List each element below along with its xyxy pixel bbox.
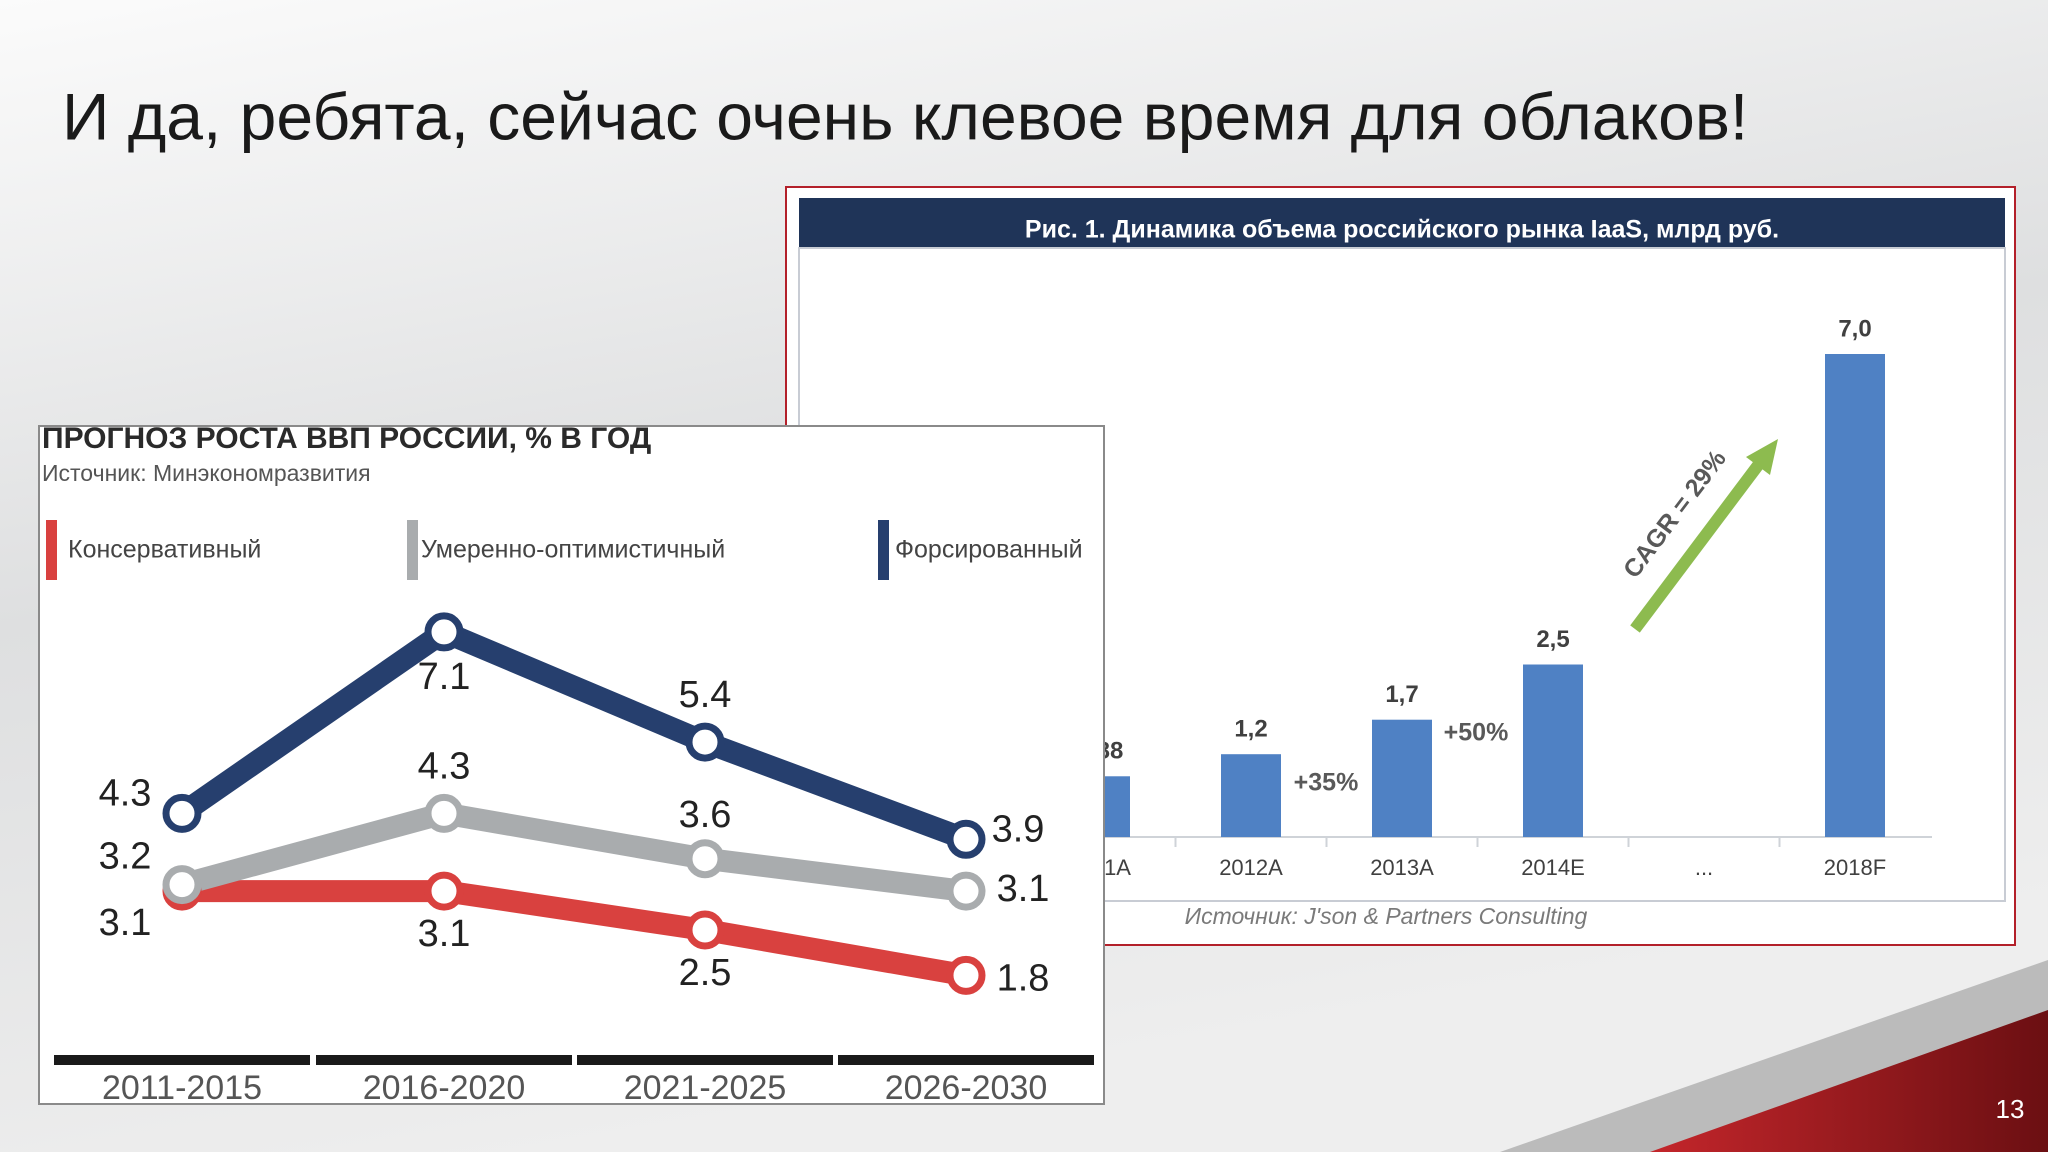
x-tick-label: 2012A	[1219, 855, 1283, 880]
data-label: 4.3	[99, 772, 152, 814]
data-label: 3.1	[99, 902, 152, 944]
bar	[1523, 664, 1583, 837]
series-line	[182, 880, 968, 987]
series-point	[162, 793, 202, 833]
line-panel	[38, 425, 1105, 1105]
x-tick-label: 2021-2025	[624, 1069, 787, 1107]
legend-swatch	[46, 520, 57, 580]
data-label: 4.3	[418, 745, 471, 787]
series-line	[175, 620, 970, 850]
category-bar	[838, 1055, 1094, 1065]
series-point	[162, 865, 202, 905]
series-point	[946, 955, 986, 995]
cagr-arrow	[1630, 456, 1767, 633]
bar	[1221, 754, 1281, 837]
series-point	[946, 819, 986, 859]
data-label: 3.1	[997, 868, 1050, 910]
data-label: 5.4	[679, 674, 732, 716]
series-point	[424, 793, 464, 833]
slide-title: И да, ребята, сейчас очень клевое время …	[62, 79, 1748, 153]
value-label: 7,0	[1838, 315, 1871, 342]
value-label: 1,7	[1385, 681, 1418, 708]
series-point	[946, 871, 986, 911]
x-tick-label: 2014E	[1521, 855, 1585, 880]
growth-label: +35%	[1294, 769, 1359, 797]
legend-swatch	[407, 520, 418, 580]
data-label: 3.2	[99, 836, 152, 878]
x-tick-label: 2011-2015	[102, 1069, 262, 1107]
data-label: 3.9	[992, 808, 1045, 850]
data-label: 3.6	[679, 794, 732, 836]
series-point	[424, 612, 464, 652]
x-tick-label: ...	[1695, 855, 1713, 880]
bar	[1825, 354, 1885, 837]
category-bar	[316, 1055, 572, 1065]
bar-title: Рис. 1. Динамика объема российского рынк…	[1025, 216, 1779, 244]
data-label: 3.1	[418, 913, 471, 955]
bar-header	[799, 198, 2005, 248]
series-line	[179, 802, 968, 903]
source: Источник: J'son & Partners Consulting	[1185, 903, 1588, 929]
data-label: 7.1	[418, 656, 471, 698]
series-point	[685, 910, 725, 950]
value-label: 1,2	[1234, 716, 1267, 743]
page-number: 13	[1996, 1094, 2025, 1124]
legend-label: Умеренно-оптимистичный	[421, 536, 725, 564]
data-label: 1.8	[997, 957, 1050, 999]
x-tick-label: 2018F	[1824, 855, 1886, 880]
value-label: 2,5	[1536, 626, 1569, 653]
bar	[1372, 719, 1432, 837]
category-bar	[54, 1055, 310, 1065]
x-tick-label: 2013A	[1370, 855, 1434, 880]
series-point	[685, 839, 725, 879]
x-tick-label: 2026-2030	[885, 1069, 1048, 1107]
series-point	[685, 722, 725, 762]
data-label: 2.5	[679, 952, 732, 994]
x-tick-label: 2016-2020	[363, 1069, 526, 1107]
line-title: ПРОГНОЗ РОСТА ВВП РОССИИ, % В ГОД	[42, 422, 651, 455]
legend-label: Форсированный	[895, 536, 1083, 564]
legend-swatch	[878, 520, 889, 580]
series-point	[424, 871, 464, 911]
cagr-arrowhead	[1746, 439, 1778, 475]
lines: Консервативный Умеренно-оптимистичный Форс…	[46, 520, 1094, 1107]
growth-label: +50%	[1444, 719, 1509, 747]
decor-red	[1650, 1010, 2048, 1152]
line-subtitle: Источник: Минэкономразвития	[42, 460, 371, 486]
category-bar	[577, 1055, 833, 1065]
legend-label: Консервативный	[68, 536, 261, 564]
